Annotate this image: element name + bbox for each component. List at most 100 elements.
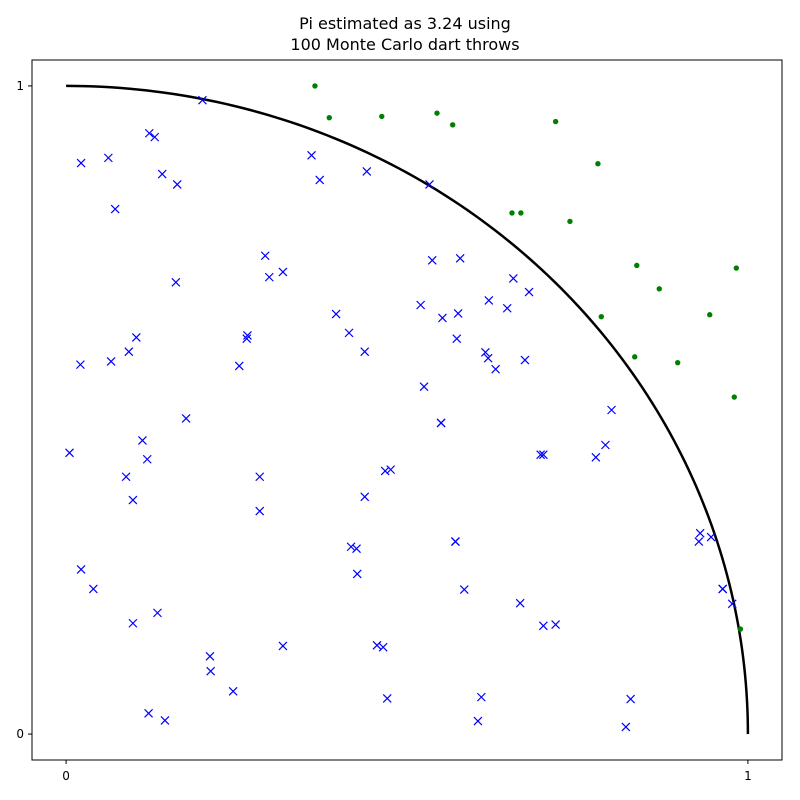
y-tick-label: 0 xyxy=(16,727,24,741)
y-tick-label: 1 xyxy=(16,79,24,93)
x-marker-stroke xyxy=(198,95,207,105)
x-marker-point xyxy=(695,528,705,538)
x-marker-stroke xyxy=(307,150,316,160)
x-marker-point xyxy=(264,272,274,282)
x-marker-stroke xyxy=(450,537,460,546)
x-marker-point xyxy=(110,204,120,214)
x-marker-stroke xyxy=(171,277,181,287)
quarter-circle-curve xyxy=(66,84,750,735)
x-marker-stroke xyxy=(706,532,716,542)
x-marker-point xyxy=(372,640,382,650)
x-marker-stroke xyxy=(234,361,244,371)
dot-marker-point xyxy=(518,210,524,216)
x-marker-point xyxy=(307,150,316,160)
x-marker-point xyxy=(106,356,116,366)
x-marker-point xyxy=(520,355,530,365)
x-marker-point xyxy=(242,334,252,344)
x-marker-stroke xyxy=(386,465,396,475)
x-marker-point xyxy=(76,158,86,168)
x-marker-stroke xyxy=(255,472,265,482)
x-marker-stroke xyxy=(144,128,154,138)
x-marker-stroke xyxy=(626,694,636,704)
dot-marker-point xyxy=(509,210,515,216)
plot-area-frame xyxy=(31,59,783,761)
dot-marker-point xyxy=(733,265,740,271)
x-marker-stroke xyxy=(362,167,372,176)
x-marker-stroke xyxy=(591,452,601,462)
x-marker-point xyxy=(436,418,446,428)
x-marker-point xyxy=(480,347,490,357)
x-marker-stroke xyxy=(473,716,483,726)
x-marker-point xyxy=(450,537,460,546)
x-marker-point xyxy=(378,642,388,652)
x-marker-point xyxy=(181,414,191,423)
x-marker-point xyxy=(360,347,370,357)
x-marker-point xyxy=(278,641,288,651)
x-marker-stroke xyxy=(142,454,152,464)
x-marker-stroke xyxy=(242,334,252,344)
x-marker-point xyxy=(515,598,525,608)
dot-marker-point xyxy=(434,110,440,116)
x-marker-stroke xyxy=(483,353,493,363)
x-marker-point xyxy=(600,440,610,450)
x-marker-stroke xyxy=(181,414,191,423)
x-marker-stroke xyxy=(157,169,167,179)
x-marker-stroke xyxy=(695,528,705,538)
scatter-marks xyxy=(65,83,744,732)
x-marker-stroke xyxy=(718,584,728,594)
x-marker-stroke xyxy=(436,418,446,428)
x-marker-stroke xyxy=(110,204,120,214)
x-marker-point xyxy=(76,565,86,574)
x-marker-point xyxy=(278,267,288,277)
x-marker-point xyxy=(360,492,370,502)
dot-marker-point xyxy=(326,114,332,121)
x-marker-point xyxy=(484,296,494,305)
x-marker-stroke xyxy=(607,405,616,415)
x-marker-point xyxy=(160,716,170,725)
x-marker-stroke xyxy=(138,436,147,445)
x-marker-stroke xyxy=(453,309,463,318)
x-marker-point xyxy=(65,448,74,458)
x-marker-point xyxy=(727,599,737,609)
x-marker-point xyxy=(142,454,152,464)
x-marker-stroke xyxy=(459,585,469,594)
x-marker-point xyxy=(331,309,341,319)
x-marker-point xyxy=(260,251,270,261)
x-marker-stroke xyxy=(438,313,447,323)
x-marker-stroke xyxy=(124,347,134,357)
x-marker-stroke xyxy=(346,542,356,552)
x-marker-point xyxy=(171,277,181,287)
x-marker-point xyxy=(476,692,486,702)
x-marker-point xyxy=(144,128,154,138)
x-marker-stroke xyxy=(380,466,390,476)
x-marker-point xyxy=(138,436,147,445)
x-marker-stroke xyxy=(524,287,534,297)
dot-marker-point xyxy=(731,394,737,400)
x-marker-stroke xyxy=(131,332,141,342)
x-marker-stroke xyxy=(315,175,325,185)
x-marker-point xyxy=(131,332,141,342)
x-marker-stroke xyxy=(382,694,392,703)
x-marker-stroke xyxy=(278,641,288,651)
x-marker-stroke xyxy=(600,440,610,450)
dot-marker-point xyxy=(552,118,559,125)
x-marker-stroke xyxy=(150,132,160,142)
x-marker-stroke xyxy=(160,716,170,725)
x-marker-stroke xyxy=(65,448,74,458)
dot-marker-point xyxy=(312,83,318,89)
x-marker-stroke xyxy=(538,621,548,631)
x-marker-stroke xyxy=(551,620,561,629)
x-marker-point xyxy=(124,347,134,357)
x-marker-point xyxy=(455,253,465,263)
x-marker-point xyxy=(255,472,265,482)
x-marker-stroke xyxy=(484,296,494,305)
x-marker-point xyxy=(591,452,601,462)
x-marker-stroke xyxy=(427,255,437,265)
x-marker-stroke xyxy=(727,599,737,609)
x-marker-stroke xyxy=(331,309,341,319)
x-marker-stroke xyxy=(153,608,162,618)
x-marker-stroke xyxy=(144,708,154,718)
x-marker-point xyxy=(255,506,265,516)
dot-marker-point xyxy=(634,262,640,269)
x-marker-stroke xyxy=(372,640,382,650)
